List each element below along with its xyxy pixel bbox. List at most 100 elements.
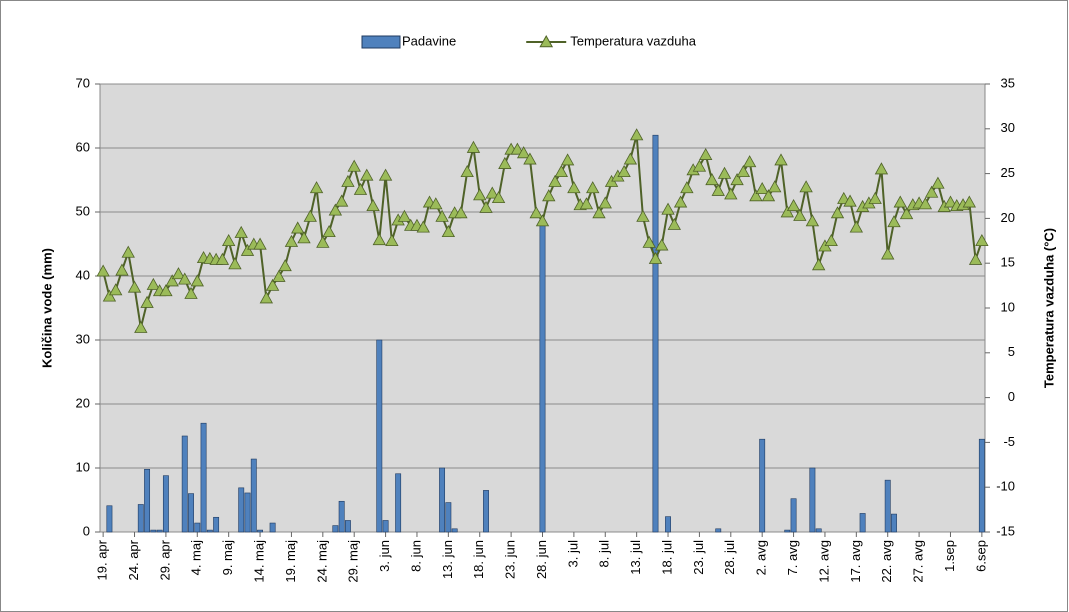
marker — [642, 235, 656, 248]
marker — [655, 238, 669, 251]
legend-label: Temperatura vazduha — [570, 33, 697, 48]
marker — [378, 168, 393, 181]
marker — [924, 185, 939, 198]
y-tick-label: 0 — [83, 523, 90, 538]
bar — [759, 438, 766, 533]
marker — [918, 197, 933, 210]
marker — [975, 233, 989, 247]
bar — [206, 529, 213, 533]
bar — [244, 492, 251, 533]
y2-tick-label: 5 — [1008, 344, 1015, 359]
marker — [843, 194, 857, 207]
marker — [623, 152, 638, 165]
marker — [786, 199, 801, 212]
marker — [548, 174, 562, 187]
x-tick-label: 7. avg — [785, 540, 800, 575]
bar — [891, 513, 897, 533]
marker — [429, 197, 443, 210]
bar — [376, 339, 383, 533]
y-tick-label: 10 — [76, 459, 90, 474]
bar — [439, 467, 446, 533]
marker — [190, 274, 204, 287]
marker — [554, 164, 569, 178]
legend-marker — [539, 34, 554, 48]
bar — [338, 500, 345, 533]
x-tick-label: 24. maj — [314, 540, 329, 583]
marker — [579, 197, 594, 210]
bar — [715, 528, 722, 533]
marker — [699, 147, 713, 160]
marker — [736, 164, 751, 178]
marker — [159, 284, 173, 297]
y2-tick-label: -15 — [996, 523, 1015, 538]
marker — [887, 215, 901, 228]
bar — [188, 493, 194, 533]
marker — [178, 272, 192, 285]
marker — [874, 162, 889, 175]
marker — [240, 243, 255, 256]
y2-tick-label: 35 — [1001, 75, 1015, 90]
y2-axis-title: Temperatura vazduha (°C) — [1041, 228, 1056, 388]
x-tick-label: 4. maj — [189, 540, 204, 576]
bar — [194, 522, 201, 533]
marker — [717, 166, 732, 179]
marker — [749, 189, 763, 202]
marker — [454, 206, 468, 219]
bar — [213, 516, 220, 533]
x-tick-label: 29. apr — [157, 539, 172, 580]
marker — [711, 183, 725, 196]
marker — [931, 176, 945, 189]
y-tick-label: 20 — [76, 395, 90, 410]
marker — [316, 235, 330, 248]
bar — [106, 505, 113, 533]
marker — [353, 182, 368, 195]
y2-tick-label: 20 — [1001, 210, 1015, 225]
marker — [962, 195, 976, 208]
bar — [238, 487, 245, 533]
legend-label: Padavine — [402, 33, 456, 48]
bar — [257, 529, 263, 533]
y-axis-title: Količina vode (mm) — [39, 248, 54, 368]
marker — [165, 274, 179, 287]
marker — [881, 247, 895, 260]
marker — [943, 195, 958, 208]
bar — [382, 520, 389, 533]
marker — [265, 278, 280, 291]
marker — [435, 209, 449, 222]
marker — [730, 173, 744, 186]
marker — [215, 252, 230, 265]
marker — [146, 277, 161, 290]
marker — [510, 142, 525, 155]
x-tick-label: 2. avg — [754, 540, 769, 575]
x-tick-label: 17. avg — [848, 540, 863, 583]
marker — [96, 264, 110, 277]
marker — [617, 164, 631, 178]
marker — [441, 225, 456, 238]
marker — [868, 191, 882, 204]
marker — [228, 257, 242, 270]
x-tick-label: 13. jun — [440, 540, 455, 579]
marker — [460, 164, 474, 178]
marker — [849, 220, 864, 233]
marker — [278, 259, 292, 272]
marker — [968, 252, 983, 265]
x-tick-label: 6.sep — [973, 540, 988, 572]
marker — [466, 140, 481, 153]
marker — [272, 269, 286, 282]
marker — [479, 200, 493, 213]
marker — [341, 174, 355, 187]
marker — [498, 156, 512, 169]
marker — [516, 146, 531, 159]
marker — [397, 209, 412, 222]
marker — [893, 195, 907, 208]
x-tick-label: 8. jul — [597, 540, 612, 568]
bar — [395, 473, 402, 533]
marker — [824, 233, 838, 247]
marker — [372, 233, 386, 246]
x-tick-label: 23. jul — [691, 540, 706, 575]
marker — [297, 231, 311, 244]
marker — [253, 237, 267, 250]
marker — [535, 214, 550, 227]
y-tick-label: 70 — [76, 75, 90, 90]
y2-tick-label: -10 — [996, 479, 1015, 494]
